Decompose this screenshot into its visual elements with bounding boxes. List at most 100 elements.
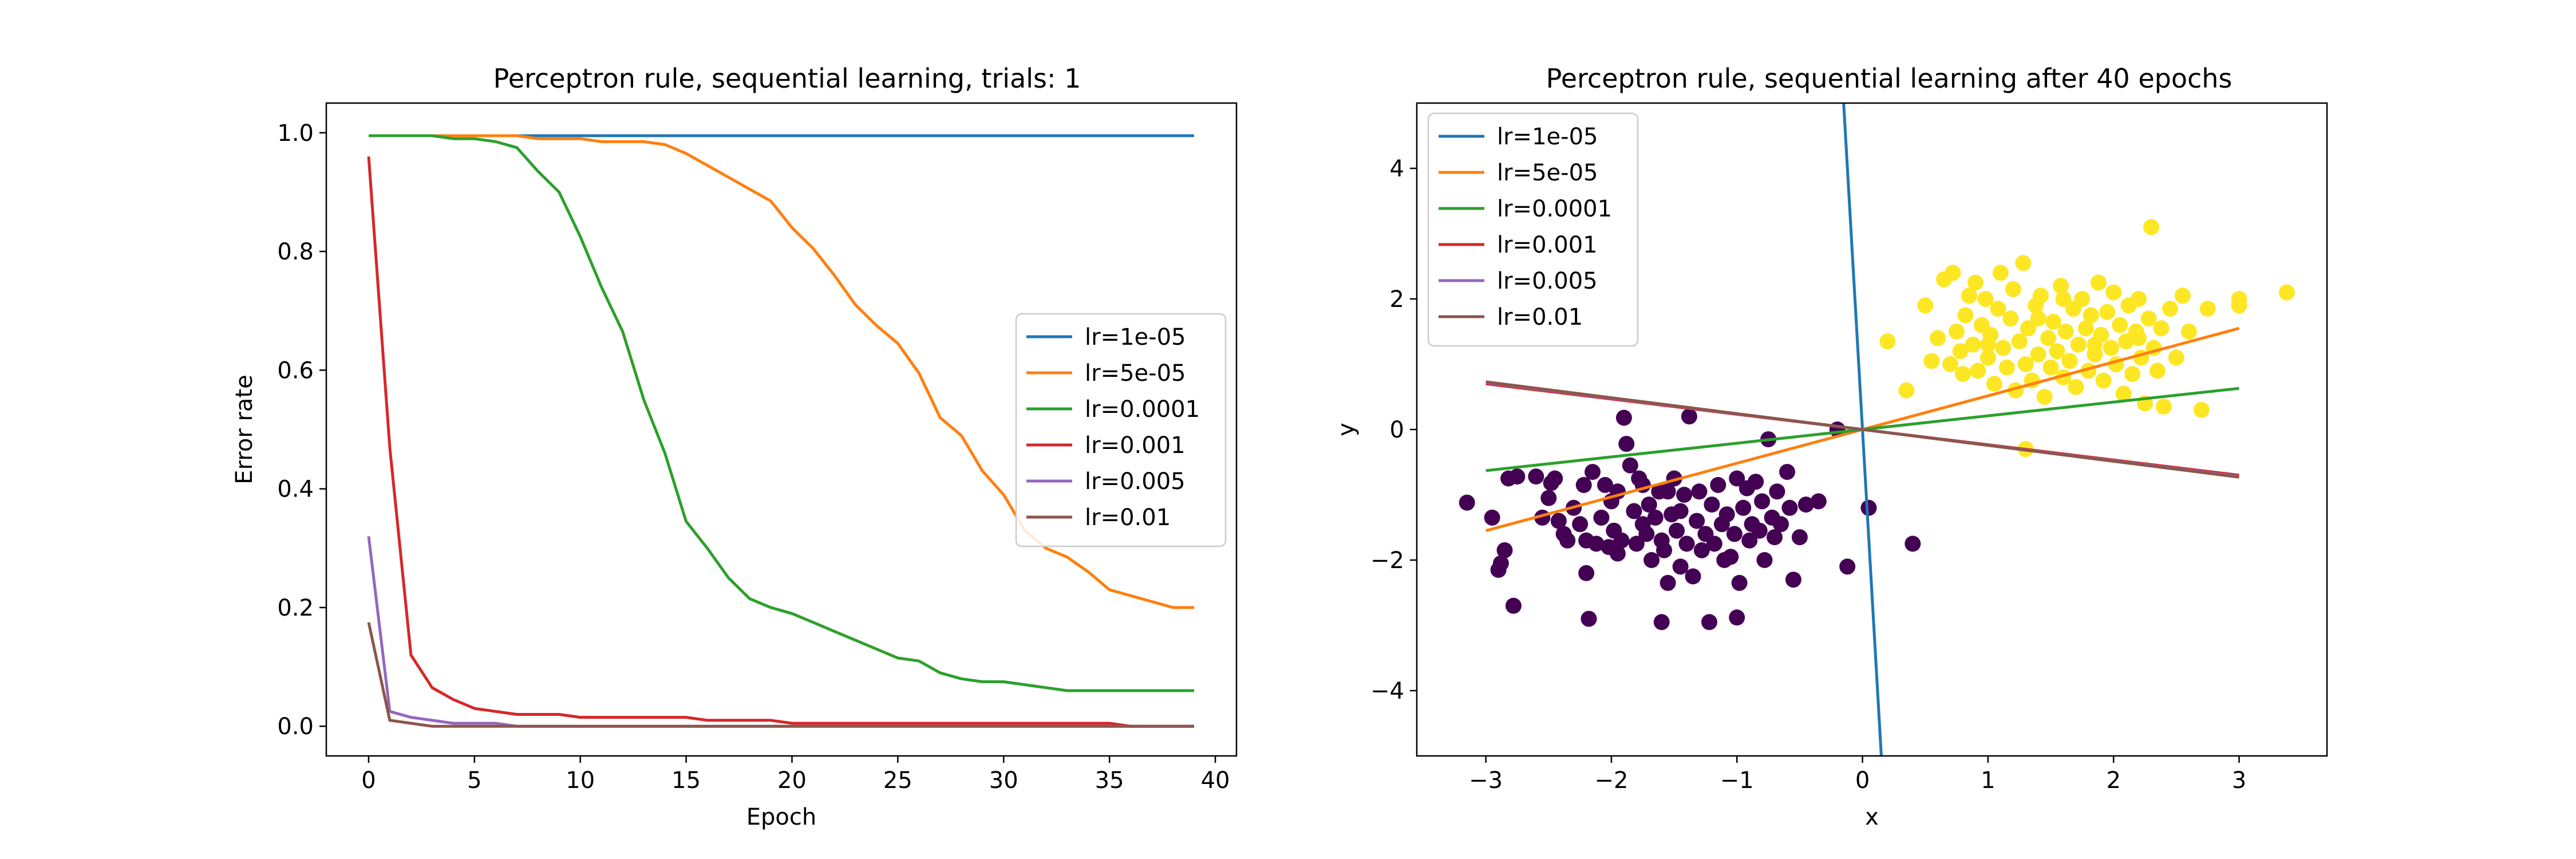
- class-0-point: [1672, 503, 1689, 519]
- boundary-chart-y-label: y: [1333, 423, 1360, 436]
- error-chart-legend-label-lr-0-01: lr=0.01: [1085, 505, 1171, 531]
- class-1-point: [2124, 366, 2141, 383]
- class-0-point: [1509, 468, 1526, 485]
- class-0-point: [1647, 509, 1664, 526]
- class-0-point: [1593, 509, 1610, 526]
- error-chart-y-tick-label: 1.0: [277, 120, 314, 147]
- class-1-point: [2049, 343, 2065, 360]
- boundary-chart-y-tick-label: 2: [1390, 286, 1404, 313]
- class-1-point: [1957, 307, 1974, 324]
- decision-boundary-chart: Perceptron rule, sequential learning aft…: [1333, 63, 2328, 830]
- boundary-plot-area: [1459, 103, 2295, 756]
- class-1-point: [2278, 284, 2295, 301]
- class-0-point: [1756, 552, 1773, 568]
- series-line-lr-0-01: [367, 622, 1194, 728]
- class-1-point: [1923, 353, 1940, 369]
- class-1-point: [1961, 287, 1977, 304]
- class-1-point: [2162, 301, 2178, 317]
- class-1-point: [1917, 297, 1934, 314]
- class-0-point: [1597, 476, 1613, 493]
- class-1-point: [2231, 297, 2247, 314]
- class-1-point: [2099, 304, 2116, 320]
- class-0-point: [1672, 558, 1689, 575]
- error-rate-chart: Perceptron rule, sequential learning, tr…: [231, 63, 1238, 830]
- error-chart-x-ticks: 0 5 10 15 20 25 30 35 40: [361, 756, 1230, 794]
- boundary-chart-y-tick-label: 4: [1390, 156, 1404, 182]
- class-1-point: [2042, 359, 2059, 376]
- error-chart-y-label: Error rate: [231, 375, 258, 484]
- class-0-point: [1496, 542, 1513, 558]
- class-0-point: [1689, 513, 1705, 529]
- class-1-point: [1930, 330, 1946, 346]
- class-0-point: [1613, 532, 1630, 549]
- class-1-point: [2131, 330, 2147, 346]
- class-0-point: [1615, 409, 1632, 426]
- class-1-point: [2077, 320, 2094, 337]
- class-0-point: [1839, 558, 1856, 575]
- class-0-point: [1729, 470, 1745, 487]
- class-0-point: [1575, 476, 1592, 493]
- class-0-point: [1528, 468, 1544, 485]
- class-1-point: [2105, 284, 2122, 301]
- class-1-point: [2199, 301, 2216, 317]
- error-rate-lines: [367, 134, 1194, 728]
- class-1-point: [2002, 310, 2019, 327]
- boundary-chart-legend-label-lr-0-001: lr=0.001: [1497, 232, 1598, 258]
- error-chart-x-tick-label: 5: [467, 767, 481, 794]
- class-1-point: [2036, 389, 2053, 405]
- class-1-point: [2103, 340, 2119, 356]
- class-0-point: [1773, 516, 1789, 533]
- class-1-point: [2168, 349, 2184, 366]
- error-chart-y-ticks: 0.0 0.2 0.4 0.6 0.8 1.0: [277, 120, 326, 740]
- boundary-chart-legend-label-lr-0-01: lr=0.01: [1497, 304, 1583, 330]
- class-0-point: [1660, 574, 1676, 591]
- class-1-point: [2112, 317, 2128, 333]
- error-chart-y-tick-label: 0.8: [277, 239, 314, 265]
- class-0-point: [1505, 597, 1522, 614]
- class-0-point: [1726, 526, 1743, 542]
- class-0-point: [1540, 490, 1557, 506]
- class-0-point: [1729, 609, 1745, 626]
- error-chart-x-tick-label: 25: [883, 767, 912, 794]
- class-1-point: [2030, 310, 2046, 327]
- series-line-lr-0-001: [367, 156, 1194, 728]
- boundary-chart-legend-label-lr-0-0001: lr=0.0001: [1497, 196, 1612, 222]
- class-0-point: [1785, 572, 1801, 588]
- class-1-point: [2193, 401, 2210, 418]
- class-1-point: [1980, 349, 1996, 366]
- class-0-point: [1704, 497, 1720, 513]
- error-chart-frame: [325, 102, 1238, 757]
- class-1-point: [2087, 336, 2103, 353]
- class-0-point: [1860, 499, 1877, 516]
- boundary-chart-x-tick-label: 0: [1855, 767, 1870, 794]
- error-chart-y-tick-label: 0.0: [277, 714, 314, 740]
- class-0-point: [1769, 483, 1785, 500]
- boundary-chart-legend-label-lr-5e-05: lr=5e-05: [1497, 160, 1598, 186]
- class-1-point: [1990, 301, 2006, 317]
- class-0-point: [1693, 542, 1710, 558]
- boundary-chart-legend-label-lr-1e-05: lr=1e-05: [1497, 124, 1598, 150]
- class-1-point: [1998, 359, 2015, 376]
- boundary-line-lr-0-01: [1485, 380, 2239, 479]
- class-1-point: [2053, 278, 2069, 294]
- class-1-point: [1992, 265, 2009, 281]
- class-1-point: [2074, 291, 2091, 307]
- class-1-point: [2020, 320, 2036, 337]
- class-1-point: [2153, 320, 2170, 337]
- class-0-point: [1710, 476, 1726, 493]
- error-chart-legend-label-lr-0-0001: lr=0.0001: [1085, 396, 1200, 423]
- boundary-chart-y-tick-label: −4: [1370, 678, 1404, 704]
- class-0-point: [1791, 529, 1808, 546]
- class-0-point: [1622, 457, 1638, 474]
- error-chart-x-tick-label: 20: [777, 767, 807, 794]
- class-0-point: [1681, 408, 1697, 425]
- class-0-point: [1754, 493, 1771, 510]
- class-0-point: [1676, 487, 1693, 503]
- boundary-chart-x-tick-label: 3: [2232, 767, 2246, 794]
- class-0-point: [1626, 503, 1642, 519]
- class-1-point: [2033, 287, 2049, 304]
- class-1-point: [2149, 362, 2166, 379]
- class-0-point: [1550, 513, 1567, 529]
- error-chart-x-tick-label: 40: [1201, 767, 1230, 794]
- class-1-point: [2011, 333, 2028, 350]
